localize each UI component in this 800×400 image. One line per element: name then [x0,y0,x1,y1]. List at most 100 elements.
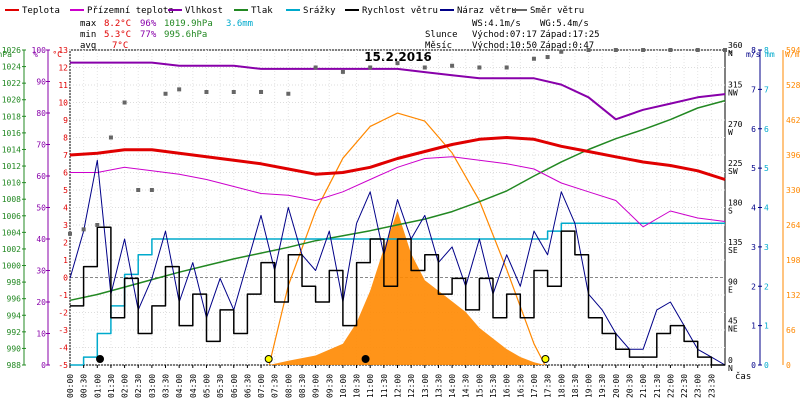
x-tick-label: 15:00 [475,374,484,398]
legend-label: Náraz větru [457,6,517,16]
axis-tick-label-solar: 198 [786,256,800,265]
x-tick-label: 15:30 [489,374,498,398]
axis-tick-label-hpa: 988 [7,361,22,370]
x-tick-label: 20:30 [625,374,634,398]
wind-wg: WG:5.4m/s [540,19,589,29]
axis-tick-label-dir: E [728,285,733,294]
axis-tick-label-mm: 2 [764,282,769,291]
axis-tick-label-dir: NE [728,325,738,334]
stat-max-temp: 8.2°C [104,19,131,29]
legend-label: Tlak [251,6,273,16]
stat-avg-label: avg [80,41,96,51]
axis-tick-label-ms: 7 [751,85,756,94]
axis-tick-label-pct: 60 [36,172,46,181]
wind-direction-point [723,48,727,52]
x-tick-label: 05:30 [216,374,225,398]
axis-tick-label-pct: 100 [32,46,47,55]
axis-tick-label-dir: N [728,364,733,373]
wind-direction-point [613,48,618,52]
x-tick-label: 16:00 [503,374,512,398]
axis-tick-label-pct: 80 [36,109,46,118]
x-tick-label: 22:00 [666,374,675,398]
axis-unit-ms: m/s [746,50,761,59]
sun-rise: Východ:07:17 [472,30,537,40]
wind-direction-point [586,48,591,52]
stat-max-label: max [80,19,97,29]
wind-direction-point [450,63,455,68]
axis-tick-label-hpa: 996 [7,295,22,304]
wind-direction-point [422,65,427,70]
x-tick-label: 10:30 [353,374,362,398]
wind-direction-point [204,90,209,94]
wind-direction-point [286,91,291,96]
axis-tick-label-ms: 5 [751,164,756,173]
axis-tick-label-ms: 0 [751,361,756,370]
axis-tick-label-hpa: 990 [7,344,22,353]
axis-tick-label-mm: 6 [764,125,769,134]
axis-tick-label-solar: 132 [786,291,800,300]
stat-max-hum: 96% [140,19,157,29]
wind-direction-point [313,65,318,70]
wind-direction-point [136,188,141,192]
x-tick-label: 22:30 [680,374,689,398]
x-tick-label: 23:00 [694,374,703,398]
x-tick-label: 01:00 [93,374,102,398]
x-tick-label: 16:30 [516,374,525,398]
moon-rise: Východ:10:50 [472,41,537,51]
wind-direction-point [477,65,482,70]
axis-tick-label-hpa: 1022 [2,79,21,88]
axis-tick-label-mm: 1 [764,322,769,331]
axis-tick-label-hpa: 1010 [2,179,21,188]
axis-tick-label-pct: 40 [36,235,46,244]
axis-tick-label-temp: 11 [58,81,68,90]
sunrise-marker [264,355,273,363]
axes: hPa9889909929949969981000100210041006100… [0,41,800,373]
moon-set: Západ:0:47 [540,41,594,51]
x-tick-label: 11:30 [380,374,389,398]
axis-tick-label-solar: 66 [786,326,796,335]
axis-tick-label-dir: N [728,49,733,58]
moonset-marker [96,355,105,363]
axis-tick-label-hpa: 1000 [2,262,21,271]
axis-tick-label-temp: 13 [58,46,68,55]
axis-tick-label-dir: NW [728,88,738,97]
axis-tick-label-pct: 10 [36,330,46,339]
x-tick-label: 23:30 [707,374,716,398]
series-solar-area [269,211,545,365]
axis-tick-label-dir: 0 [728,356,733,365]
axis-tick-label-ms: 4 [751,204,756,213]
x-tick-label: 14:00 [448,374,457,398]
legend-label: Vlhkost [185,6,223,16]
wind-direction-point [259,90,264,94]
axis-tick-label-temp: 2 [63,239,68,248]
axis-unit-hpa: hPa [0,50,12,59]
axis-unit-pct: % [33,50,38,59]
x-tick-label: 21:30 [653,374,662,398]
axis-tick-label-temp: 9 [63,116,68,125]
sun-set: Západ:17:25 [540,30,600,40]
x-tick-label: 11:00 [366,374,375,398]
wind-direction-point [68,231,72,236]
x-tick-label: 09:00 [312,374,321,398]
axis-unit-solar: W/m² [785,50,800,59]
x-axis-label: čas [735,371,751,382]
axis-tick-label-temp: 7 [63,151,68,160]
axis-tick-label-hpa: 1012 [2,162,21,171]
wind-direction-point [177,87,182,92]
axis-tick-label-solar: 462 [786,116,800,125]
axis-tick-label-ms: 3 [751,243,756,252]
series-rain [70,222,725,366]
x-tick-label: 18:30 [571,374,580,398]
axis-tick-label-hpa: 1008 [2,195,21,204]
wind-direction-point [95,223,100,227]
wind-direction-point [122,100,127,105]
x-tick-label: 08:30 [298,374,307,398]
x-tick-label: 12:30 [407,374,416,398]
axis-tick-label-ms: 8 [751,46,756,55]
axis-tick-label-mm: 8 [764,46,769,55]
x-axis: 00:00 00:30 01:00 01:30 02:00 02:30 03:00 03:30… [66,365,716,398]
axis-tick-label-dir: 270 [728,120,743,129]
x-tick-label: 18:00 [557,374,566,398]
axis-tick-label-solar: 264 [786,221,800,230]
